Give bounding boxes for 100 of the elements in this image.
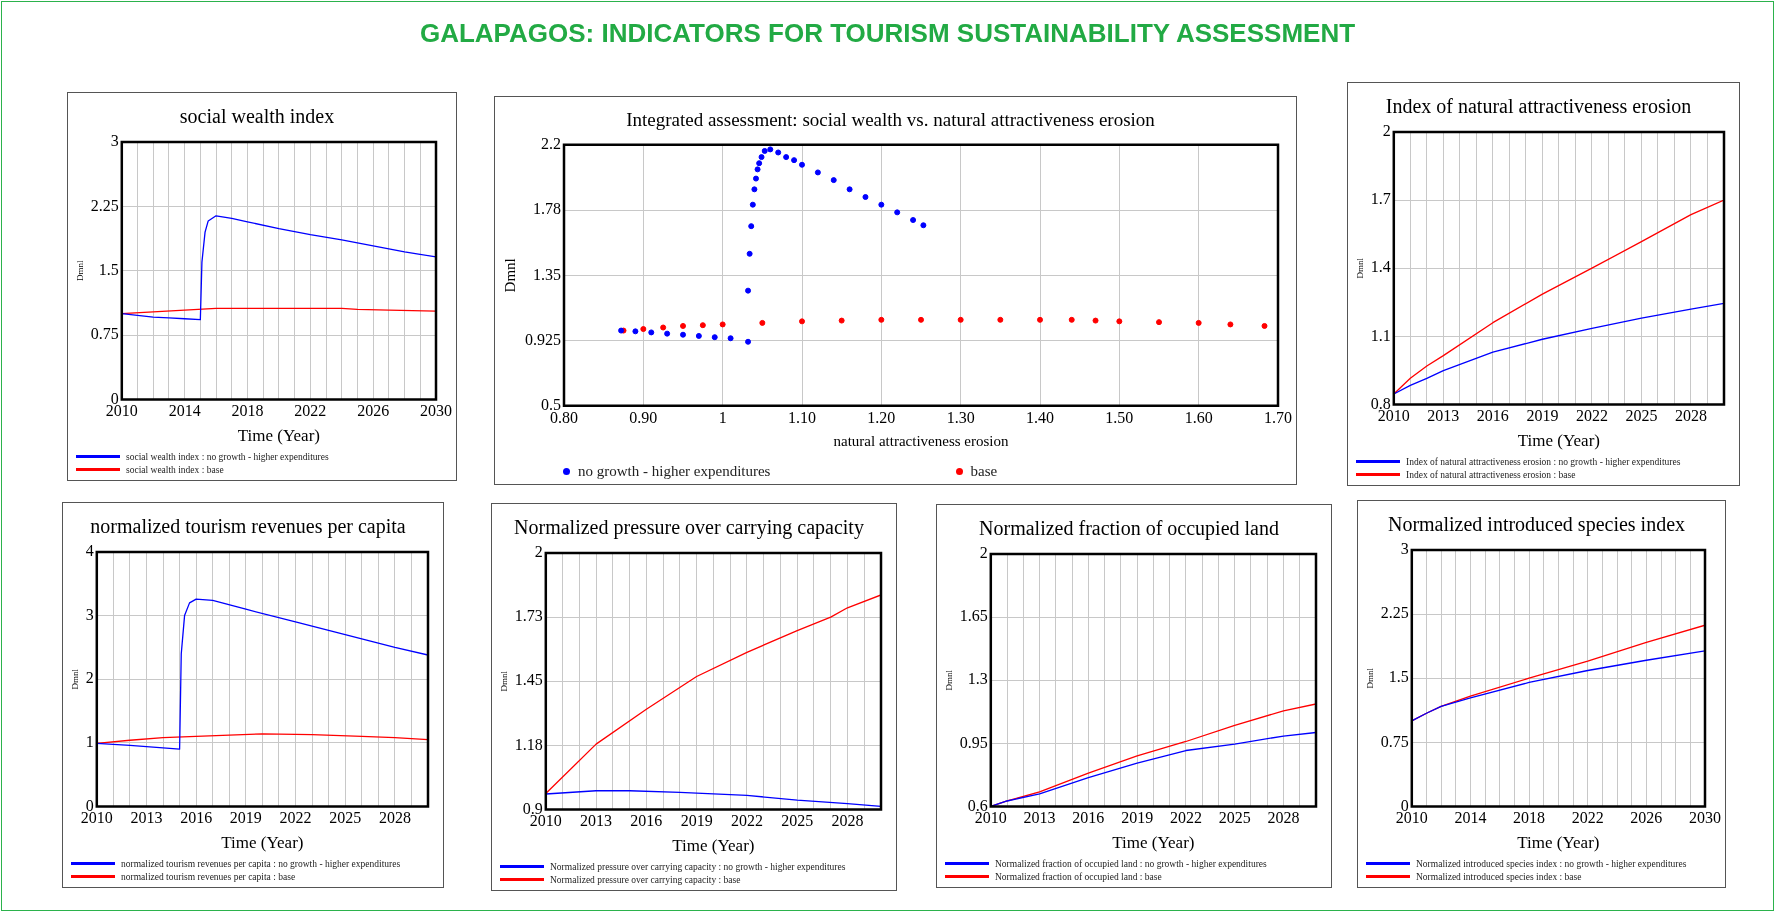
x-tick-label: 2019 [1121, 809, 1154, 827]
y-tick-label: 2.25 [90, 196, 119, 214]
y-tick-label: 1.73 [514, 607, 543, 625]
legend-label: Normalized fraction of occupied land : base [995, 871, 1162, 882]
y-tick-label: 3 [110, 132, 119, 150]
x-tick-label: 1.70 [1264, 408, 1292, 426]
x-tick-label: 2028 [831, 812, 864, 830]
y-tick-label: 4 [85, 542, 94, 560]
chart-title: Normalized fraction of occupied land [979, 517, 1279, 541]
y-tick-label: 1.45 [514, 671, 543, 689]
y-tick-label: 1.7 [1370, 190, 1391, 208]
y-tick-label: 2 [979, 544, 988, 562]
x-tick-label: 2013 [580, 812, 613, 830]
chart-title: Normalized introduced species index [1387, 513, 1686, 537]
x-tick-label: 2028 [1674, 407, 1707, 425]
x-tick-label: 2022 [1571, 809, 1604, 827]
x-axis-title: Time (Year) [1517, 833, 1600, 853]
x-axis-title: Time (Year) [672, 836, 755, 856]
x-axis-title: Time (Year) [237, 426, 320, 446]
y-tick-label: 3 [1400, 540, 1409, 558]
x-axis-title: Time (Year) [221, 833, 304, 853]
x-tick-label: 2014 [168, 402, 201, 420]
y-tick-label: 1.5 [98, 260, 119, 278]
x-tick-label: 2026 [1630, 809, 1663, 827]
x-tick-label: 1.50 [1105, 408, 1134, 426]
x-tick-label: 2019 [229, 809, 262, 827]
x-tick-label: 1.30 [946, 408, 975, 426]
x-tick-label: 2014 [1454, 809, 1487, 827]
y-tick-label: 1.78 [533, 200, 561, 218]
y-axis-title: Dmnl [69, 668, 80, 690]
legend-label: Index of natural attractiveness erosion : no growth - higher expenditures [1406, 456, 1681, 467]
x-tick-label: 1.40 [1026, 408, 1054, 426]
x-tick-label: 2030 [1689, 809, 1721, 827]
x-tick-label: 2016 [1072, 809, 1105, 827]
x-tick-label: 2028 [378, 809, 411, 827]
x-tick-label: 2018 [1513, 809, 1546, 827]
legend-label: Normalized pressure over carrying capacity : no growth - higher expenditures [550, 861, 846, 872]
x-tick-label: 2016 [630, 812, 663, 830]
y-tick-label: 0.75 [90, 325, 119, 343]
y-tick-label: 0.75 [1380, 732, 1409, 750]
x-tick-label: 2016 [180, 809, 213, 827]
y-axis-title: Dmnl [943, 669, 954, 691]
legend-label: no growth - higher expenditures [578, 463, 771, 480]
x-tick-label: 2022 [730, 812, 763, 830]
chart-title: social wealth index [179, 105, 335, 128]
x-tick-label: 1 [718, 408, 727, 426]
x-tick-label: 2022 [279, 809, 312, 827]
y-tick-label: 0.95 [959, 733, 988, 751]
legend-label: Normalized pressure over carrying capacity : base [550, 874, 741, 885]
legend-label: Normalized introduced species index : base [1416, 871, 1582, 882]
x-tick-label: 2025 [329, 809, 362, 827]
x-axis-title: Time (Year) [1517, 431, 1600, 451]
legend-label: normalized tourism revenues per capita : base [121, 871, 296, 882]
y-tick-label: 1.5 [1388, 668, 1409, 686]
y-tick-label: 2.2 [541, 135, 561, 152]
y-tick-label: 0.5 [541, 396, 561, 413]
x-tick-label: 1.60 [1184, 408, 1213, 426]
x-tick-label: 2025 [781, 812, 814, 830]
y-tick-label: 3 [85, 605, 94, 623]
legend-label: Index of natural attractiveness erosion : base [1406, 469, 1576, 480]
y-tick-label: 2 [1382, 122, 1391, 140]
y-tick-label: 1 [85, 733, 94, 750]
legend-label: social wealth index : no growth - higher expenditures [126, 451, 329, 462]
chart-title: normalized tourism revenues per capita [90, 515, 406, 539]
x-tick-label: 2013 [1427, 407, 1460, 425]
x-tick-label: 2025 [1625, 407, 1658, 425]
y-axis-title: Dmnl [1354, 257, 1365, 279]
x-tick-label: 2013 [130, 809, 163, 827]
x-tick-label: 2030 [420, 402, 452, 420]
x-tick-label: 1.10 [788, 408, 816, 426]
y-tick-label: 1.35 [533, 265, 561, 283]
x-tick-label: 2022 [1575, 407, 1608, 425]
x-axis-title: natural attractiveness erosion [833, 432, 1009, 449]
x-tick-label: 1.20 [867, 408, 896, 426]
x-tick-label: 2016 [1476, 407, 1509, 425]
legend-label: normalized tourism revenues per capita : no growth - higher expenditures [121, 858, 401, 869]
legend-label: Normalized fraction of occupied land : no growth - higher expenditures [995, 858, 1267, 869]
x-tick-label: 2019 [680, 812, 713, 830]
text: GALAPAGOS: INDICATORS FOR TOURISM SUSTAINABILITY ASSESSMENT [418, 18, 1357, 49]
y-tick-label: 1.18 [514, 735, 543, 753]
x-tick-label: 2026 [357, 402, 390, 420]
y-tick-label: 2.25 [1380, 604, 1409, 622]
legend-label: base [970, 463, 998, 480]
y-tick-label: 1.4 [1370, 258, 1391, 276]
y-tick-label: 2 [534, 543, 543, 561]
chart-title: Integrated assessment: social wealth vs. natural attractiveness erosion [626, 109, 1156, 131]
x-tick-label: 0.90 [629, 408, 658, 426]
x-tick-label: 2022 [294, 402, 327, 420]
y-axis-title: Dmnl [1364, 667, 1375, 689]
x-tick-label: 2013 [1023, 809, 1056, 827]
y-tick-label: 2 [85, 669, 94, 687]
x-tick-label: 2025 [1218, 809, 1251, 827]
x-tick-label: 2018 [231, 402, 264, 420]
x-tick-label: 2022 [1169, 809, 1202, 827]
x-tick-label: 2019 [1526, 407, 1559, 425]
legend-label: social wealth index : base [126, 464, 224, 475]
y-axis-title: Dmnl [74, 259, 85, 281]
y-axis-title: Dmnl [498, 670, 509, 692]
y-tick-label: 0.925 [525, 330, 561, 348]
chart-title: Normalized pressure over carrying capacity [514, 516, 864, 540]
